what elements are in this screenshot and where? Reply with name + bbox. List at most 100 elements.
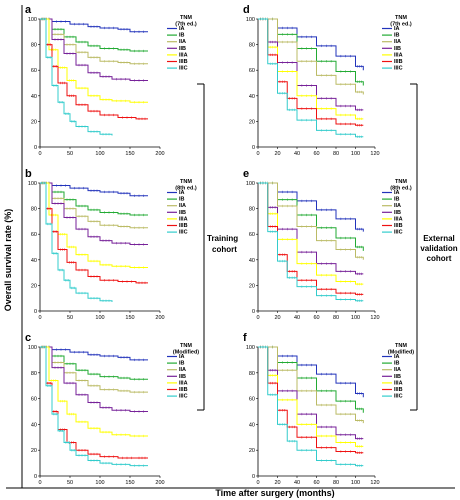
legend-title: TNM: [395, 179, 407, 185]
y-tick-label: 0: [252, 145, 255, 151]
survival-curve-IIA: [258, 18, 364, 95]
x-tick-label: 100: [95, 480, 104, 486]
panel-letter-c: c: [25, 332, 31, 344]
x-tick-label: 60: [313, 480, 319, 486]
legend-label-IIA: IIA: [394, 39, 401, 45]
legend-label-IA: IA: [179, 354, 185, 360]
legend-label-IIIB: IIIB: [179, 387, 188, 393]
training-label-line1: Training: [207, 234, 238, 243]
x-tick-label: 0: [38, 151, 41, 157]
training-label-line2: cohort: [212, 245, 237, 254]
x-tick-label: 100: [351, 151, 360, 157]
legend-label-IB: IB: [179, 197, 185, 203]
legend-label-IIB: IIB: [179, 210, 186, 216]
censor-marks-IIIA: [260, 345, 362, 448]
external-label-line1: External: [423, 234, 455, 243]
censor-marks-IIB: [260, 17, 362, 112]
legend-label-IA: IA: [394, 26, 400, 32]
legend-title: TNM: [180, 15, 192, 21]
y-tick-label: 80: [249, 371, 255, 377]
survival-curve-IA: [40, 182, 148, 197]
legend-title: (Modified): [388, 350, 414, 356]
y-tick-label: 40: [249, 422, 255, 428]
training-cohort-bracket: Training cohort: [197, 83, 238, 411]
x-tick-label: 120: [370, 315, 379, 321]
y-tick-label: 40: [31, 422, 37, 428]
survival-curve-IA: [258, 346, 364, 398]
y-tick-label: 80: [31, 207, 37, 213]
survival-curve-IIIB: [258, 346, 364, 454]
censor-marks-IA: [42, 345, 144, 362]
x-tick-label: 50: [67, 315, 73, 321]
censor-marks-IIIB: [41, 17, 146, 121]
legend-title: TNM: [180, 179, 192, 185]
legend-label-IIIA: IIIA: [394, 52, 403, 58]
x-tick-label: 150: [125, 315, 134, 321]
legend-title: (7th ed.): [390, 22, 412, 28]
survival-curve-IB: [258, 18, 364, 86]
survival-curve-IIA: [258, 346, 364, 424]
legend-title: (Modified): [173, 350, 199, 356]
y-tick-label: 40: [31, 94, 37, 100]
y-tick-label: 0: [34, 309, 37, 315]
y-tick-label: 60: [249, 397, 255, 403]
x-tick-label: 20: [274, 315, 280, 321]
x-tick-label: 150: [125, 480, 134, 486]
legend-label-IA: IA: [179, 190, 185, 196]
survival-curve-IIIB: [258, 18, 364, 126]
y-tick-label: 20: [31, 283, 37, 289]
x-tick-label: 0: [256, 480, 259, 486]
x-tick-label: 150: [125, 151, 134, 157]
x-tick-label: 80: [333, 151, 339, 157]
y-tick-label: 20: [249, 448, 255, 454]
legend-label-IIIC: IIIC: [394, 66, 403, 72]
legend-label-IIB: IIB: [394, 210, 401, 216]
survival-curve-IB: [258, 182, 364, 251]
panel-letter-d: d: [243, 4, 250, 16]
survival-curve-IIIC: [40, 182, 113, 303]
x-tick-label: 200: [155, 151, 164, 157]
y-tick-label: 20: [249, 283, 255, 289]
survival-curve-IIA: [258, 182, 364, 260]
legend-label-IIIC: IIIC: [394, 394, 403, 400]
censor-marks-IA: [262, 17, 362, 68]
legend-label-IIIB: IIIB: [179, 223, 188, 229]
censor-marks-IIIC: [41, 17, 110, 136]
censor-marks-IIIC: [260, 17, 362, 138]
x-tick-label: 20: [274, 151, 280, 157]
y-tick-label: 0: [252, 474, 255, 480]
legend-label-IB: IB: [179, 33, 185, 39]
legend-label-IIA: IIA: [394, 367, 401, 373]
panel-letter-f: f: [243, 332, 247, 344]
y-tick-label: 20: [31, 448, 37, 454]
x-tick-label: 50: [67, 480, 73, 486]
legend-title: TNM: [395, 15, 407, 21]
legend-label-IIB: IIB: [394, 374, 401, 380]
legend-label-IIIA: IIIA: [179, 380, 188, 386]
y-tick-label: 80: [249, 207, 255, 213]
y-tick-label: 100: [246, 181, 255, 187]
censor-marks-IIIC: [41, 345, 144, 467]
x-tick-label: 40: [294, 151, 300, 157]
legend-label-IA: IA: [394, 354, 400, 360]
legend-label-IIA: IIA: [394, 203, 401, 209]
y-tick-label: 20: [31, 119, 37, 125]
censor-marks-IIIB: [260, 17, 362, 127]
y-tick-label: 60: [31, 232, 37, 238]
y-tick-label: 40: [249, 258, 255, 264]
legend-label-IIIB: IIIB: [394, 387, 403, 393]
y-tick-label: 0: [252, 309, 255, 315]
legend-label-IIIA: IIIA: [394, 216, 403, 222]
legend-label-IIIA: IIIA: [179, 216, 188, 222]
legend-label-IIIC: IIIC: [179, 230, 188, 236]
survival-curve-IIIB: [258, 182, 364, 295]
survival-curve-IIIB: [40, 182, 148, 284]
y-tick-label: 0: [34, 474, 37, 480]
survival-curve-IIIB: [40, 346, 148, 459]
panel-c: c 0 20 40 60 80 100 0 50 100 150 200 TNM(Modified)IA…: [25, 332, 199, 486]
legend-label-IIIC: IIIC: [179, 394, 188, 400]
